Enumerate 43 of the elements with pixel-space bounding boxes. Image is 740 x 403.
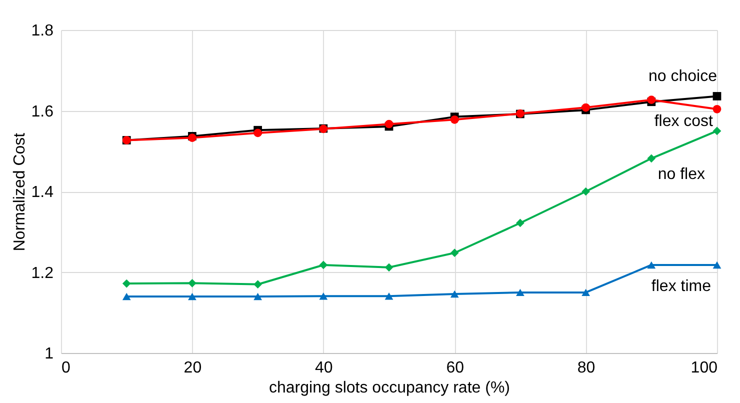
y-tick-label: 1.6 — [31, 103, 54, 120]
point — [122, 279, 131, 288]
point — [516, 288, 524, 296]
series-label: flex cost — [654, 113, 714, 130]
point — [712, 126, 722, 136]
point — [647, 154, 656, 163]
x-tick-label: 80 — [577, 360, 596, 376]
point — [319, 292, 328, 300]
point — [712, 104, 722, 114]
y-tick-label: 1.8 — [31, 22, 54, 40]
x-tick-label: 100 — [690, 360, 718, 376]
point — [384, 263, 394, 272]
point — [254, 128, 262, 138]
point — [712, 261, 722, 269]
point — [384, 292, 394, 300]
x-tick-label: 40 — [315, 360, 333, 376]
point — [254, 292, 262, 300]
point — [254, 280, 262, 289]
point — [582, 187, 590, 196]
x-axis-title: charging slots occupancy rate (%) — [269, 380, 510, 396]
point — [712, 92, 722, 100]
y-tick-label: 1 — [44, 346, 54, 362]
point — [450, 248, 459, 258]
series-label: flex time — [651, 278, 712, 295]
x-tick-label: 20 — [184, 360, 202, 376]
point — [319, 260, 328, 270]
series-label: no flex — [658, 166, 705, 183]
point — [188, 292, 196, 300]
point — [188, 278, 196, 288]
point — [450, 290, 459, 298]
point — [450, 115, 459, 124]
point — [582, 103, 590, 112]
y-axis-title: Normalized Cost — [11, 132, 28, 252]
y-tick-label: 1.2 — [31, 264, 54, 282]
point — [122, 292, 131, 300]
x-tick-label: 60 — [446, 360, 464, 376]
point — [582, 288, 590, 296]
point — [516, 218, 524, 228]
y-tick-label: 1.4 — [31, 184, 54, 201]
x-tick-label: 0 — [62, 360, 70, 376]
point — [647, 261, 656, 269]
series-label: no choice — [648, 68, 718, 86]
point — [384, 120, 394, 128]
